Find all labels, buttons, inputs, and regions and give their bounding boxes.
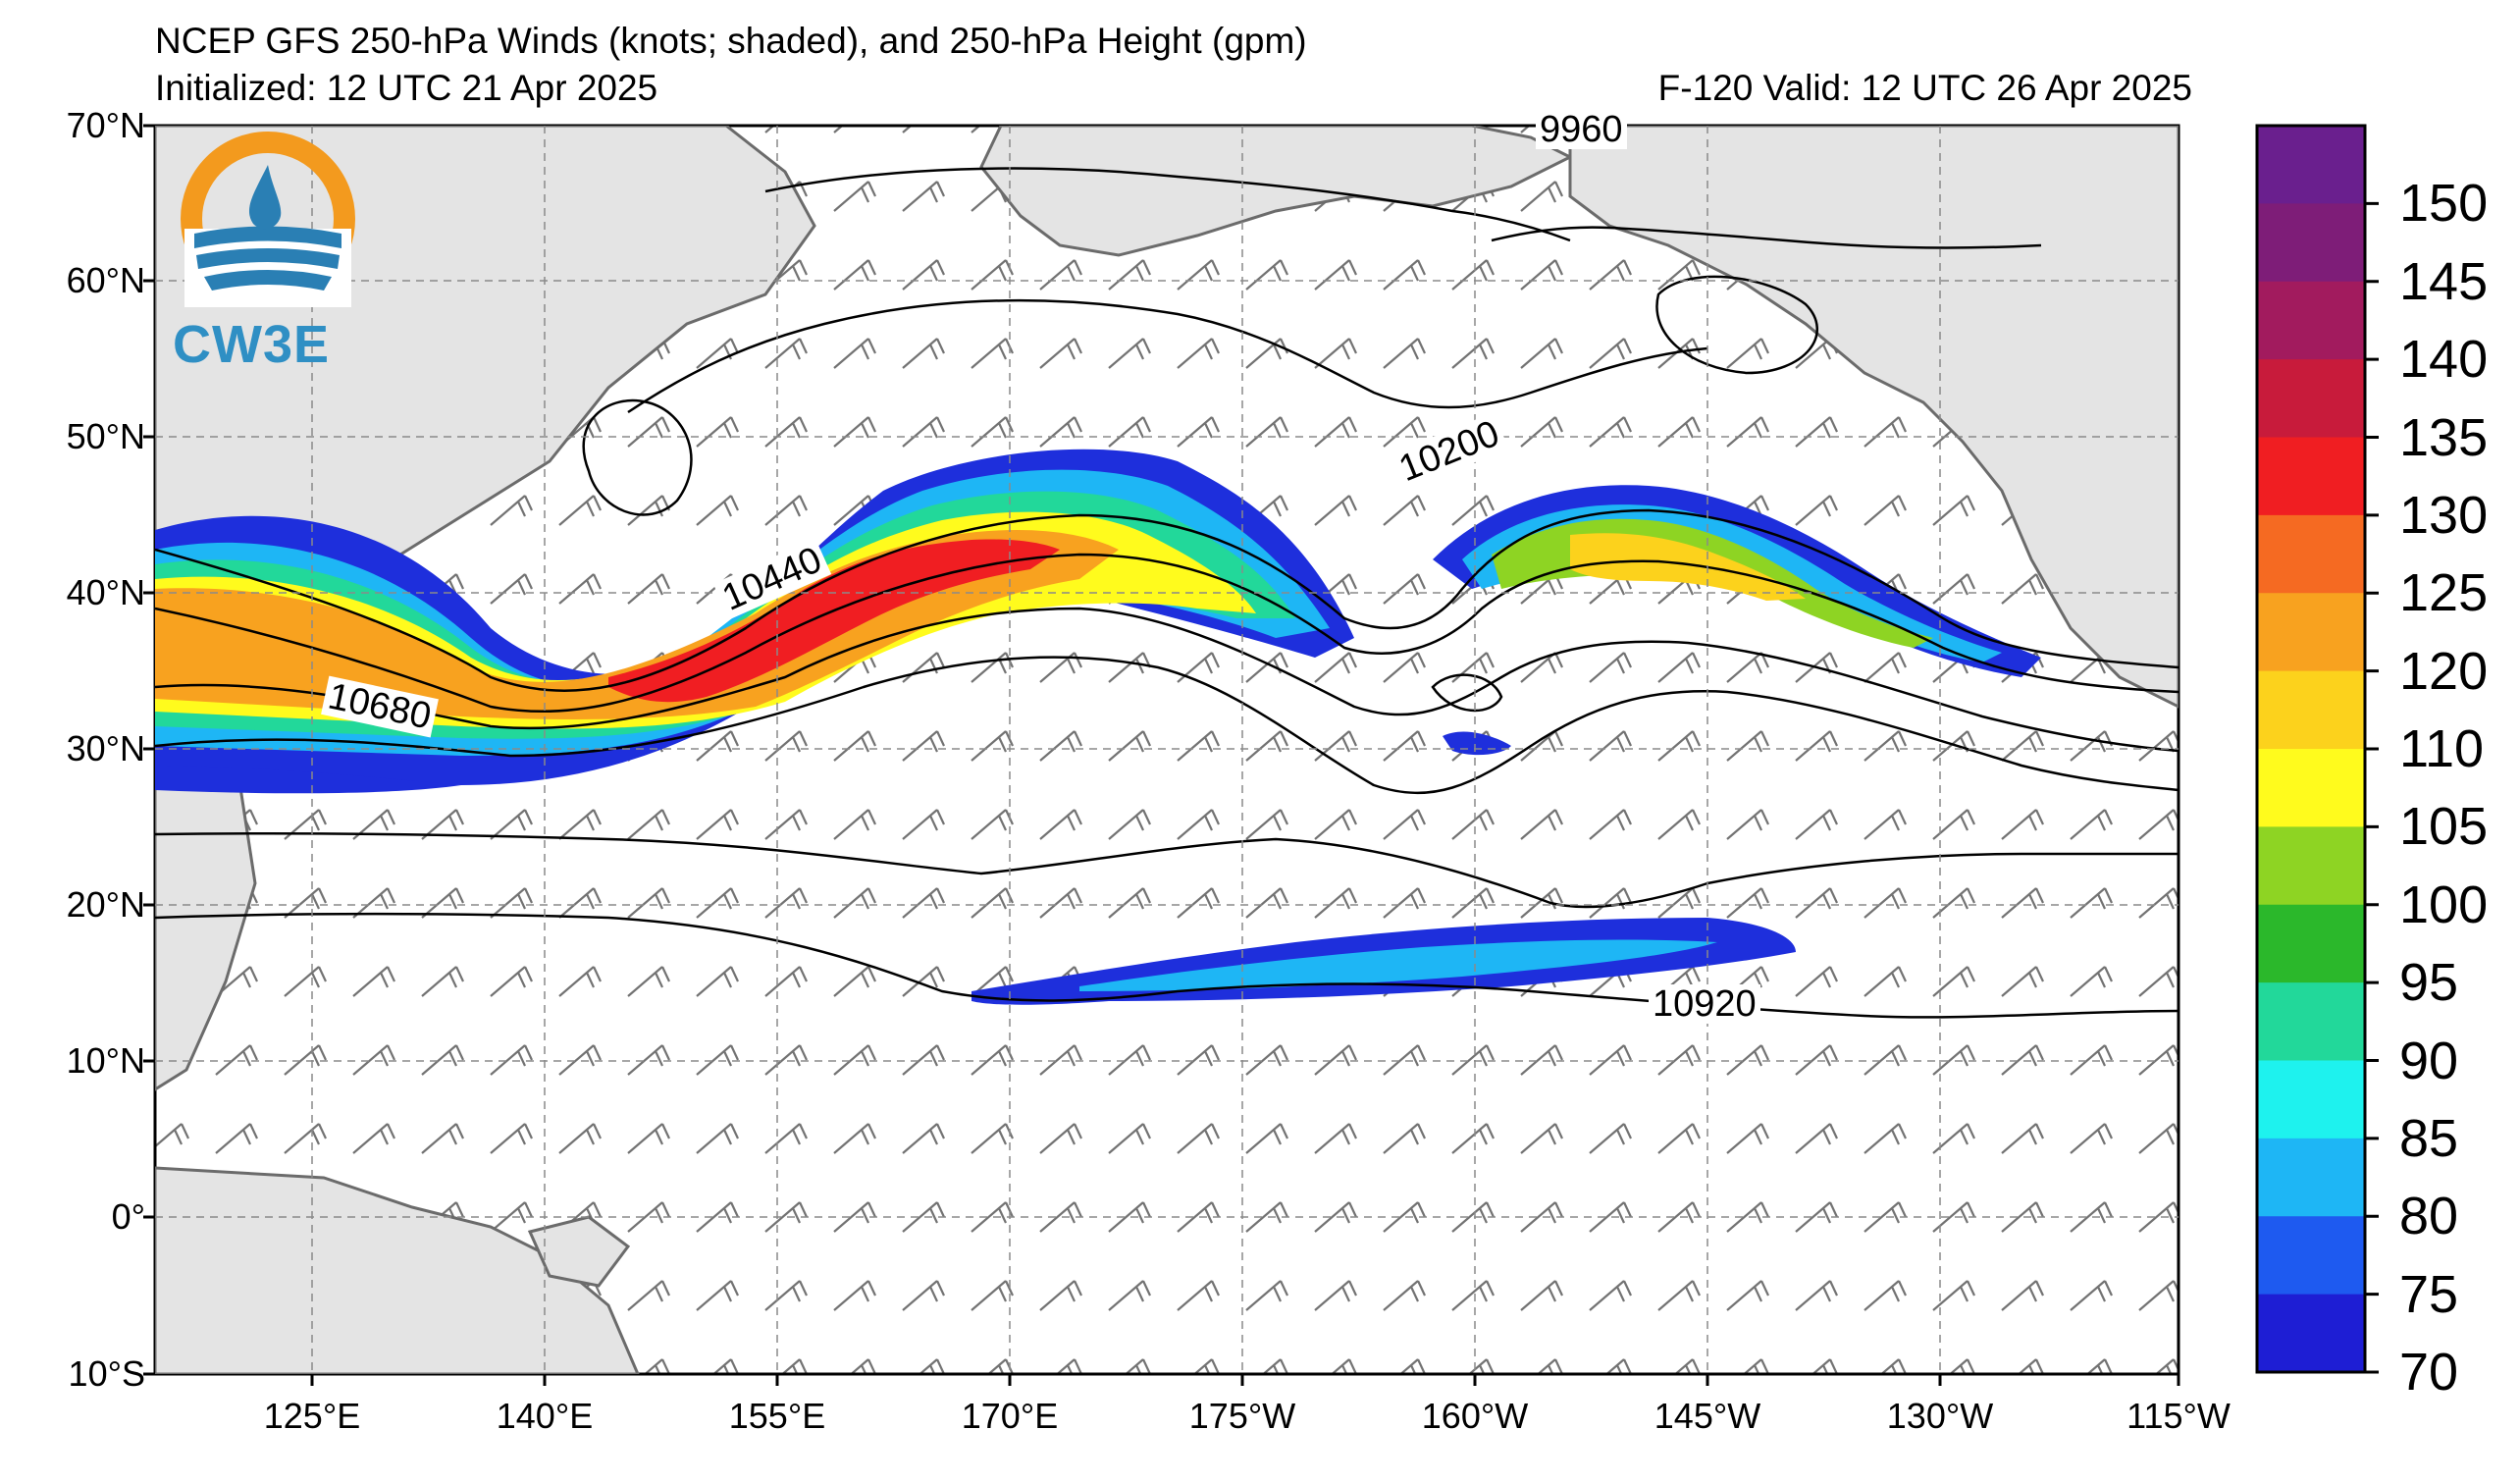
colorbar-label: 125: [2399, 563, 2489, 623]
lat-label-70n: 70°N: [66, 105, 145, 145]
colorbar-label: 135: [2399, 407, 2489, 467]
lon-label-140e: 140°E: [496, 1396, 594, 1436]
colorbar-swatch: [2257, 437, 2365, 516]
colorbar-label: 90: [2399, 1031, 2459, 1090]
lon-label-155e: 155°E: [728, 1396, 826, 1436]
colorbar-label: 85: [2399, 1108, 2459, 1168]
colorbar-label: 130: [2399, 485, 2489, 545]
graticule: [155, 126, 2179, 1374]
colorbar-label: 120: [2399, 641, 2489, 701]
contour-label-10920: 10920: [1649, 984, 1760, 1024]
colorbar-label: 80: [2399, 1187, 2459, 1246]
colorbar-swatch: [2257, 826, 2365, 906]
colorbar-label: 75: [2399, 1264, 2459, 1324]
map-title: NCEP GFS 250-hPa Winds (knots; shaded), …: [155, 21, 1307, 61]
colorbar-swatch: [2257, 514, 2365, 594]
lon-label-175w: 175°W: [1188, 1396, 1296, 1436]
colorbar-label: 95: [2399, 953, 2459, 1013]
colorbar-label: 150: [2399, 174, 2489, 234]
colorbar-label: 110: [2399, 719, 2485, 778]
lon-label-130w: 130°W: [1886, 1396, 1994, 1436]
colorbar: [2257, 126, 2365, 1373]
lon-label-125e: 125°E: [263, 1396, 361, 1436]
lat-label-10n: 10°N: [66, 1040, 145, 1081]
lat-label-30n: 30°N: [66, 728, 145, 768]
initialized-time: Initialized: 12 UTC 21 Apr 2025: [155, 68, 658, 108]
colorbar-swatch: [2257, 1138, 2365, 1217]
colorbar-label: 100: [2399, 874, 2489, 934]
colorbar-swatch: [2257, 203, 2365, 283]
colorbar-swatch: [2257, 126, 2365, 204]
colorbar-swatch: [2257, 1294, 2365, 1373]
colorbar-swatch: [2257, 359, 2365, 438]
colorbar-label: 105: [2399, 797, 2489, 857]
colorbar-swatch: [2257, 982, 2365, 1061]
lat-label-10s: 10°S: [68, 1353, 145, 1394]
lon-label-170e: 170°E: [961, 1396, 1059, 1436]
colorbar-swatch: [2257, 904, 2365, 983]
colorbar-swatch: [2257, 281, 2365, 360]
lat-label-20n: 20°N: [66, 884, 145, 925]
lat-label-50n: 50°N: [66, 416, 145, 456]
lat-label-0: 0°: [111, 1196, 145, 1237]
lat-label-60n: 60°N: [66, 260, 145, 300]
colorbar-swatch: [2257, 749, 2365, 827]
axis-ticks: [143, 124, 2180, 1386]
lon-label-145w: 145°W: [1654, 1396, 1761, 1436]
lat-label-40n: 40°N: [66, 572, 145, 612]
cw3e-logo-icon: [181, 132, 355, 307]
colorbar-swatch: [2257, 593, 2365, 672]
valid-time: F-120 Valid: 12 UTC 26 Apr 2025: [1657, 68, 2192, 108]
colorbar-swatch: [2257, 1060, 2365, 1139]
colorbar-ticks: [2365, 201, 2379, 1374]
colorbar-label: 145: [2399, 251, 2489, 311]
lon-label-115w: 115°W: [2126, 1396, 2231, 1436]
colorbar-swatch: [2257, 1216, 2365, 1296]
lon-label-160w: 160°W: [1421, 1396, 1529, 1436]
colorbar-label: 70: [2399, 1343, 2459, 1402]
colorbar-swatch: [2257, 670, 2365, 750]
colorbar-label: 140: [2399, 330, 2489, 390]
contour-label-9960: 9960: [1536, 110, 1627, 149]
logo-text: CW3E: [173, 315, 331, 374]
height-contours: [155, 167, 2179, 1019]
